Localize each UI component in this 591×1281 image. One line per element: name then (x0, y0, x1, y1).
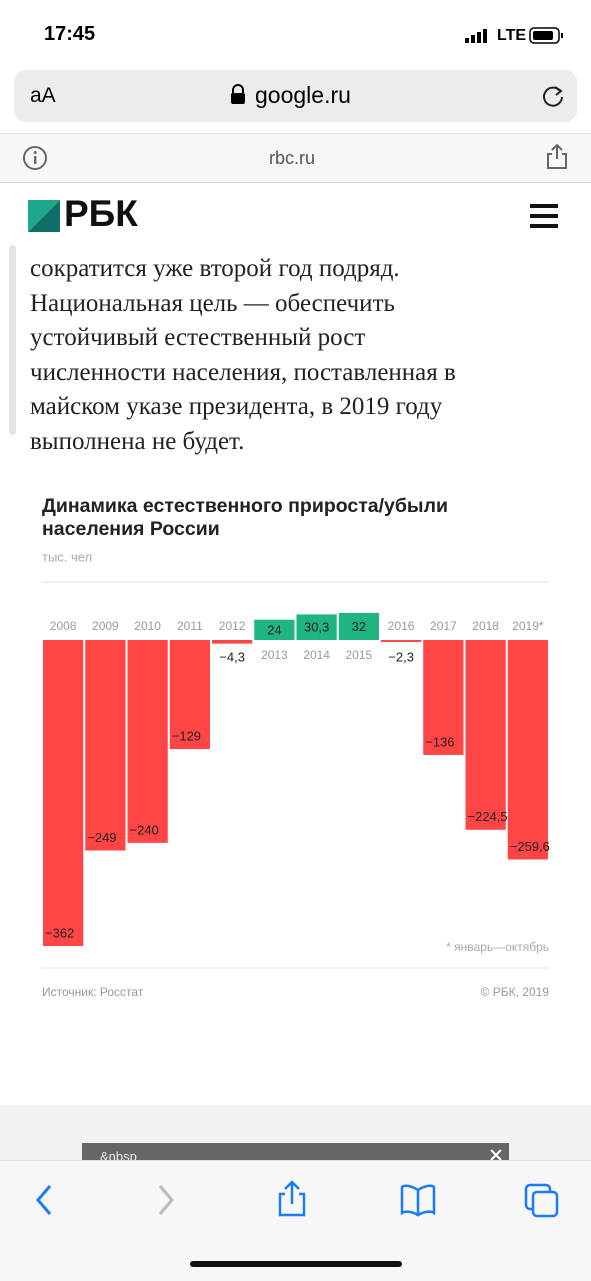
value-label: −136 (425, 734, 454, 749)
article-line: сократится уже второй год подряд. (30, 255, 400, 282)
x-tick-label: 2017 (430, 619, 457, 633)
value-label: −224,5 (468, 809, 508, 824)
scroll-indicator (9, 245, 16, 435)
ad-close[interactable] (488, 1147, 504, 1163)
back-button[interactable] (36, 1185, 52, 1215)
share-button[interactable] (278, 1180, 306, 1217)
info-button[interactable] (22, 145, 48, 171)
chart: тыс. чел * январь—октябрь Источник: Росс… (42, 549, 550, 999)
forward-button[interactable] (158, 1185, 174, 1215)
menu-button[interactable] (530, 204, 558, 228)
article-line: устойчивый естественный рост (30, 324, 366, 351)
bar (465, 640, 506, 830)
ad-banner[interactable] (82, 1143, 509, 1165)
x-tick-label: 2008 (50, 619, 77, 633)
page-domain: rbc.ru (269, 148, 316, 168)
domain-bar (0, 133, 591, 183)
bar (43, 640, 84, 946)
bar (254, 619, 295, 640)
bar (169, 640, 210, 750)
x-tick-label: 2010 (134, 619, 161, 633)
bar (423, 640, 464, 755)
value-label: −4,3 (219, 649, 245, 664)
bar (127, 640, 168, 843)
chart-source: Источник: Росстат (42, 985, 144, 999)
article: сократится уже второй год подряд. Национ… (30, 252, 456, 459)
bar (85, 640, 126, 851)
bar (212, 640, 253, 644)
bar (338, 612, 379, 640)
article-line: выполнена не будет. (30, 427, 245, 455)
address[interactable]: google.ru (255, 82, 351, 108)
x-tick-label: 2015 (346, 648, 373, 662)
value-label: −259,6 (510, 839, 550, 854)
toolbar (0, 1160, 591, 1281)
tabs-button[interactable] (524, 1183, 559, 1218)
bar (296, 614, 337, 640)
article-line: численности населения, поставленная в (30, 358, 456, 386)
value-label: −240 (130, 822, 159, 837)
bar (381, 640, 422, 642)
status-time: 17:45 (44, 23, 96, 45)
chart-note: * январь—октябрь (446, 940, 549, 954)
network: LTE (497, 27, 527, 44)
chart-unit: тыс. чел (42, 549, 92, 564)
value-label: 24 (267, 622, 281, 637)
home-indicator (190, 1261, 402, 1267)
value-label: −2,3 (388, 649, 414, 664)
reload-button[interactable] (540, 83, 566, 109)
status-icons (465, 27, 563, 44)
text-size-button[interactable]: aA (30, 84, 56, 107)
logo-icon (28, 200, 60, 232)
value-label: −362 (45, 925, 74, 940)
address-bar[interactable] (14, 70, 577, 122)
lock-icon (231, 84, 245, 104)
bookmarks-button[interactable] (400, 1184, 436, 1217)
x-tick-label: 2011 (177, 619, 203, 633)
x-tick-label: 2016 (388, 619, 415, 633)
x-tick-label: 2019* (512, 619, 544, 633)
article-line: Национальная цель — обеспечить (30, 289, 395, 317)
chart-copyright: © РБК, 2019 (481, 985, 550, 999)
value-label: 30,3 (304, 620, 329, 635)
article-line: майском указе президента, в 2019 году (30, 393, 443, 420)
x-tick-label: 2012 (219, 619, 246, 633)
x-tick-label: 2013 (261, 648, 288, 662)
value-label: −129 (172, 728, 201, 743)
share-button[interactable] (544, 142, 570, 170)
logo[interactable]: РБК (64, 193, 138, 234)
x-tick-label: 2009 (92, 619, 119, 633)
toolbar-icons (36, 1180, 559, 1267)
x-tick-label: 2018 (472, 619, 499, 633)
value-label: 32 (352, 619, 366, 634)
x-tick-label: 2014 (303, 648, 330, 662)
chart-title: Динамика естественного прироста/убыли на… (42, 495, 448, 540)
value-label: −249 (87, 830, 116, 845)
bar (507, 640, 548, 860)
